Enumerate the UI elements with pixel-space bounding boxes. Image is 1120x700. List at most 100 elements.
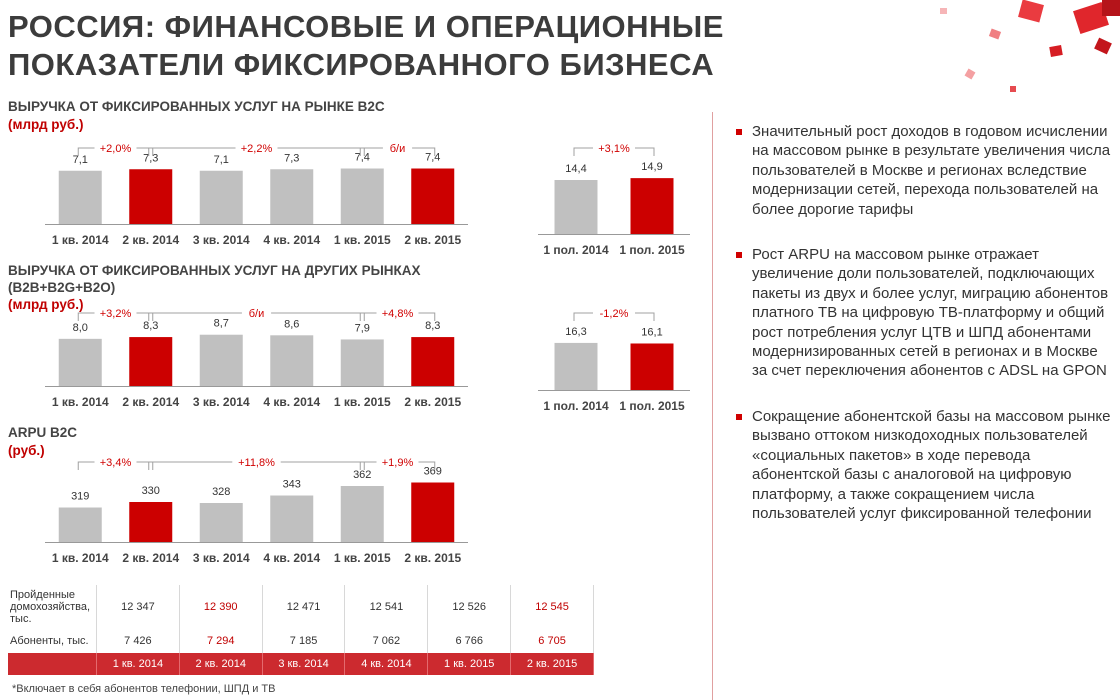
bullet-marker-icon xyxy=(736,129,742,135)
data-label: 7,1 xyxy=(73,154,88,166)
growth-label: б/и xyxy=(249,308,265,320)
table-row: Пройденные домохозяйства, тыс. 12 347 12… xyxy=(8,585,594,629)
growth-label-bg xyxy=(382,142,413,154)
decorative-cubes xyxy=(940,0,1120,92)
data-label: 8,0 xyxy=(73,322,88,334)
table-header-empty xyxy=(8,653,97,675)
category-label: 1 пол. 2014 xyxy=(543,243,609,257)
growth-label: -1,2% xyxy=(600,308,629,320)
data-label: 14,4 xyxy=(565,163,586,175)
table-row: Абоненты, тыс. 7 426 7 294 7 185 7 062 6… xyxy=(8,629,594,653)
table-header-cell: 3 кв. 2014 xyxy=(262,653,346,675)
bar xyxy=(554,180,598,234)
table-cell: 12 541 xyxy=(344,585,429,629)
growth-label-bg xyxy=(94,307,137,319)
data-label: 8,3 xyxy=(143,320,158,332)
category-label: 2 кв. 2014 xyxy=(122,551,179,565)
growth-label: +3,1% xyxy=(598,143,630,155)
data-label: 14,9 xyxy=(641,161,662,173)
bar xyxy=(199,503,243,542)
data-label: 8,7 xyxy=(214,318,229,330)
category-label: 1 кв. 2014 xyxy=(52,551,109,565)
category-label: 1 пол. 2015 xyxy=(619,243,685,257)
table-header-cell: 4 кв. 2014 xyxy=(344,653,429,675)
commentary-item: Рост ARPU на массовом рынке отражает уве… xyxy=(736,245,1111,381)
growth-label: +2,2% xyxy=(241,143,273,155)
category-label: 3 кв. 2014 xyxy=(193,233,250,247)
category-label: 2 кв. 2014 xyxy=(122,395,179,409)
table-header-row: 1 кв. 2014 2 кв. 2014 3 кв. 2014 4 кв. 2… xyxy=(8,653,594,675)
table-cell: 12 526 xyxy=(427,585,512,629)
bar xyxy=(129,169,173,224)
data-label: 16,1 xyxy=(641,326,662,338)
bar xyxy=(554,342,598,390)
table-cell: 7 062 xyxy=(344,629,429,653)
growth-label-bg xyxy=(376,456,419,468)
table-header-cell: 1 кв. 2015 xyxy=(427,653,512,675)
data-label: 362 xyxy=(353,469,371,481)
page-title: РОССИЯ: ФИНАНСОВЫЕ И ОПЕРАЦИОННЫЕ ПОКАЗА… xyxy=(8,8,724,84)
bar xyxy=(411,168,455,224)
growth-label-bg xyxy=(94,456,137,468)
category-label: 1 пол. 2015 xyxy=(619,399,685,413)
bar xyxy=(411,482,455,542)
growth-label-bg xyxy=(593,307,635,319)
data-label: 7,3 xyxy=(284,152,299,164)
growth-label: +3,2% xyxy=(100,308,132,320)
data-label: 7,3 xyxy=(143,152,158,164)
bar xyxy=(58,338,102,386)
data-label: 330 xyxy=(142,485,160,497)
table-cell: 12 545 xyxy=(510,585,594,629)
growth-label-bg xyxy=(235,142,278,154)
commentary-item: Сокращение абонентской базы на массовом … xyxy=(736,407,1111,523)
category-label: 3 кв. 2014 xyxy=(193,551,250,565)
data-label: 7,9 xyxy=(355,322,370,334)
growth-label: +2,0% xyxy=(100,143,132,155)
data-label: 16,3 xyxy=(565,326,586,338)
growth-label: +11,8% xyxy=(238,457,275,469)
category-label: 1 кв. 2014 xyxy=(52,233,109,247)
bar xyxy=(340,339,384,386)
table-cell: 7 426 xyxy=(96,629,180,653)
growth-label-bg xyxy=(376,307,419,319)
data-label: 7,1 xyxy=(214,154,229,166)
table-cell: 12 471 xyxy=(262,585,346,629)
category-label: 1 кв. 2015 xyxy=(334,551,391,565)
growth-label: б/и xyxy=(390,143,406,155)
table-cell: 12 390 xyxy=(179,585,263,629)
section-title-arpu: ARPU B2C xyxy=(8,425,78,440)
data-label: 319 xyxy=(71,491,89,503)
table-header-cell: 1 кв. 2014 xyxy=(96,653,180,675)
growth-label-bg xyxy=(241,307,272,319)
bullet-marker-icon xyxy=(736,252,742,259)
section-title-other-revenue-line2: (B2B+B2G+B2O) xyxy=(8,280,116,295)
category-label: 1 кв. 2015 xyxy=(334,233,391,247)
section-title-other-revenue: ВЫРУЧКА ОТ ФИКСИРОВАННЫХ УСЛУГ НА ДРУГИХ… xyxy=(8,262,421,296)
growth-label: +3,4% xyxy=(100,457,132,469)
bar xyxy=(411,337,455,386)
table-row-label: Пройденные домохозяйства, тыс. xyxy=(8,585,97,629)
commentary-text: Сокращение абонентской базы на массовом … xyxy=(752,407,1111,522)
bar xyxy=(340,168,384,224)
category-label: 1 пол. 2014 xyxy=(543,399,609,413)
section-title-b2c-revenue: ВЫРУЧКА ОТ ФИКСИРОВАННЫХ УСЛУГ НА РЫНКЕ … xyxy=(8,99,385,114)
column-divider xyxy=(712,112,713,700)
table-header-cell: 2 кв. 2014 xyxy=(179,653,263,675)
bullet-marker-icon xyxy=(736,413,742,420)
data-label: 8,6 xyxy=(284,318,299,330)
commentary-text: Рост ARPU на массовом рынке отражает уве… xyxy=(752,246,1109,380)
category-label: 3 кв. 2014 xyxy=(193,395,250,409)
growth-label-bg xyxy=(94,142,137,154)
page-title-line1: РОССИЯ: ФИНАНСОВЫЕ И ОПЕРАЦИОННЫЕ xyxy=(8,9,724,44)
bar xyxy=(199,170,243,224)
category-label: 1 кв. 2015 xyxy=(334,395,391,409)
bar xyxy=(58,507,102,542)
data-label: 328 xyxy=(212,486,230,498)
data-label: 343 xyxy=(283,479,301,491)
table-cell: 7 185 xyxy=(262,629,346,653)
